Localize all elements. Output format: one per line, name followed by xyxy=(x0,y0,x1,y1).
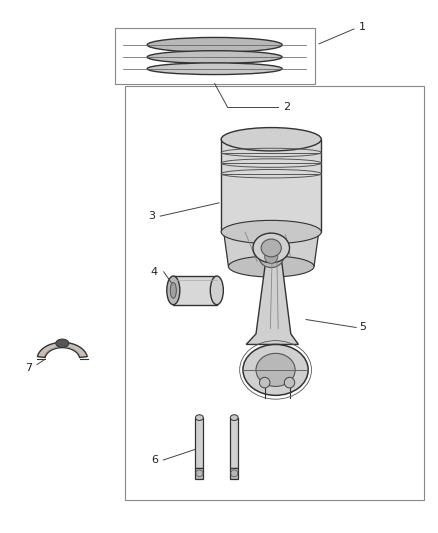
Polygon shape xyxy=(246,259,298,344)
Ellipse shape xyxy=(56,339,69,348)
Ellipse shape xyxy=(256,353,295,386)
Polygon shape xyxy=(221,139,321,232)
Polygon shape xyxy=(195,418,203,468)
Ellipse shape xyxy=(147,37,282,52)
Polygon shape xyxy=(230,418,238,468)
Ellipse shape xyxy=(230,415,238,421)
Text: 7: 7 xyxy=(25,364,32,373)
Ellipse shape xyxy=(265,251,278,263)
Text: 1: 1 xyxy=(359,22,366,32)
Ellipse shape xyxy=(167,276,180,305)
Ellipse shape xyxy=(229,256,314,277)
Ellipse shape xyxy=(210,276,223,305)
Text: 4: 4 xyxy=(150,267,157,277)
Ellipse shape xyxy=(284,377,295,388)
Polygon shape xyxy=(230,468,238,479)
Ellipse shape xyxy=(243,344,308,395)
Ellipse shape xyxy=(259,246,283,268)
Ellipse shape xyxy=(221,127,321,151)
Ellipse shape xyxy=(195,415,203,421)
Ellipse shape xyxy=(147,63,282,75)
Text: 3: 3 xyxy=(148,211,155,221)
Polygon shape xyxy=(224,232,319,266)
Polygon shape xyxy=(173,276,217,305)
Ellipse shape xyxy=(170,282,177,298)
Polygon shape xyxy=(195,468,203,479)
Text: 5: 5 xyxy=(359,322,366,333)
Polygon shape xyxy=(37,342,87,358)
Ellipse shape xyxy=(261,239,281,257)
Ellipse shape xyxy=(147,51,282,63)
Ellipse shape xyxy=(259,377,270,388)
Bar xyxy=(125,86,424,500)
Bar xyxy=(115,28,315,84)
Text: 2: 2 xyxy=(283,102,290,112)
Ellipse shape xyxy=(221,220,321,244)
Ellipse shape xyxy=(253,233,290,263)
Text: 6: 6 xyxy=(151,455,158,465)
